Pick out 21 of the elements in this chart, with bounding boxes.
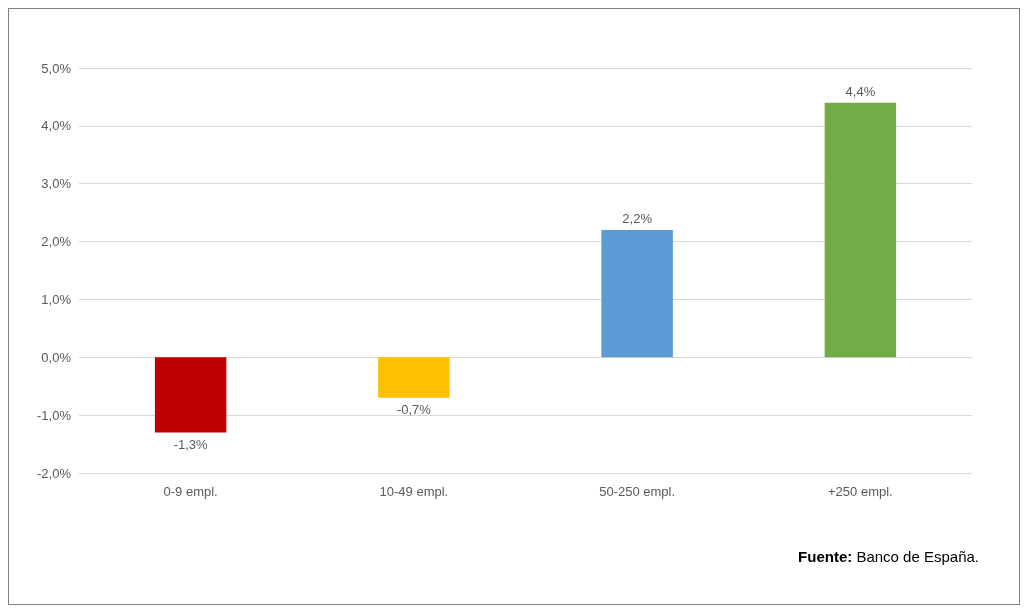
- bar: [378, 357, 450, 398]
- data-label: -0,7%: [396, 401, 432, 417]
- data-label: 4,4%: [845, 83, 876, 99]
- bar: [601, 230, 673, 358]
- y-tick-label: 2,0%: [41, 234, 72, 250]
- y-tick-label: -1,0%: [37, 407, 72, 423]
- data-label: 2,2%: [622, 211, 653, 226]
- y-tick-label: 4,0%: [41, 118, 72, 134]
- x-tick-label: +250 empl.: [828, 484, 893, 499]
- bar: [154, 357, 227, 433]
- y-tick-label: 3,0%: [41, 176, 72, 192]
- y-tick-label: -2,0%: [37, 465, 72, 481]
- y-tick-label: 0,0%: [41, 349, 72, 365]
- x-tick-label: 0-9 empl.: [163, 484, 218, 499]
- source-note: Fuente: Banco de España.: [798, 548, 980, 565]
- data-label: -1,3%: [173, 436, 209, 452]
- y-tick-label: 1,0%: [41, 291, 72, 307]
- x-tick-label: 10-49 empl.: [379, 484, 449, 499]
- bar: [824, 102, 897, 358]
- y-tick-label: 5,0%: [41, 60, 72, 76]
- x-tick-label: 50-250 empl.: [599, 484, 676, 499]
